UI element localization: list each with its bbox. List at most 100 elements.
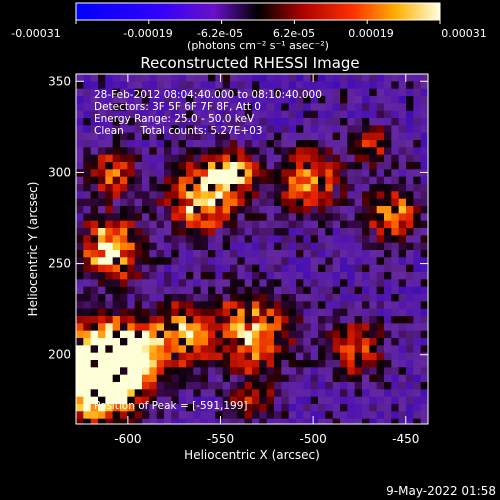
image-pixel: [244, 184, 253, 192]
image-pixel: [76, 411, 84, 420]
image-pixel: [398, 279, 407, 288]
image-pixel: [252, 367, 260, 376]
image-pixel: [134, 162, 143, 170]
image-pixel: [105, 323, 114, 332]
image-pixel: [303, 213, 312, 222]
image-pixel: [318, 345, 326, 354]
image-pixel: [384, 206, 392, 214]
image-pixel: [171, 257, 180, 266]
image-pixel: [90, 154, 99, 163]
image-pixel: [230, 140, 238, 148]
image-pixel: [340, 147, 348, 156]
image-pixel: [288, 184, 297, 192]
image-pixel: [156, 118, 165, 126]
image-pixel: [332, 264, 341, 273]
image-pixel: [149, 118, 158, 126]
image-pixel: [369, 257, 378, 266]
image-pixel: [193, 308, 202, 317]
image-pixel: [266, 404, 275, 412]
image-pixel: [413, 396, 422, 405]
image-pixel: [332, 235, 341, 244]
image-pixel: [171, 264, 180, 273]
image-pixel: [266, 169, 275, 178]
image-pixel: [244, 213, 253, 222]
image-pixel: [208, 103, 216, 112]
image-pixel: [120, 220, 128, 229]
image-pixel: [303, 235, 312, 244]
image-pixel: [156, 272, 165, 280]
image-pixel: [222, 404, 231, 412]
image-pixel: [303, 191, 312, 200]
image-pixel: [112, 235, 121, 244]
image-pixel: [369, 264, 378, 273]
image-pixel: [296, 169, 304, 178]
image-pixel: [288, 220, 297, 229]
timestamp: 9-May-2022 01:58: [386, 484, 496, 498]
image-pixel: [318, 330, 326, 339]
image-pixel: [208, 81, 216, 90]
image-pixel: [354, 294, 363, 302]
image-pixel: [230, 411, 238, 420]
image-pixel: [120, 360, 128, 368]
image-pixel: [310, 279, 319, 288]
image-pixel: [391, 279, 400, 288]
image-pixel: [222, 272, 231, 280]
image-pixel: [406, 103, 414, 112]
image-pixel: [413, 316, 422, 324]
image-pixel: [266, 74, 275, 82]
image-pixel: [391, 110, 400, 119]
image-pixel: [413, 176, 422, 185]
image-pixel: [369, 184, 378, 192]
image-pixel: [186, 176, 194, 185]
image-pixel: [98, 286, 106, 295]
image-pixel: [347, 374, 356, 383]
image-pixel: [76, 257, 84, 266]
image-pixel: [281, 250, 290, 258]
image-pixel: [90, 206, 99, 214]
image-pixel: [413, 132, 422, 141]
image-pixel: [90, 110, 99, 119]
image-pixel: [76, 396, 84, 405]
image-pixel: [156, 132, 165, 141]
image-pixel: [149, 96, 158, 104]
image-pixel: [281, 125, 290, 134]
image-pixel: [178, 396, 187, 405]
image-pixel: [376, 389, 385, 398]
image-pixel: [420, 360, 428, 368]
image-pixel: [134, 176, 143, 185]
image-pixel: [142, 257, 150, 266]
image-pixel: [296, 184, 304, 192]
image-pixel: [310, 301, 319, 310]
image-pixel: [186, 286, 194, 295]
image-pixel: [347, 301, 356, 310]
image-pixel: [310, 74, 319, 82]
image-pixel: [259, 374, 268, 383]
image-pixel: [230, 96, 238, 104]
image-pixel: [83, 374, 92, 383]
colorbar-tick-label: -0.00019: [123, 27, 172, 40]
image-pixel: [303, 198, 312, 207]
image-pixel: [318, 396, 326, 405]
image-pixel: [362, 279, 370, 288]
image-pixel: [362, 264, 370, 273]
image-pixel: [266, 272, 275, 280]
image-pixel: [112, 169, 121, 178]
image-pixel: [134, 382, 143, 390]
image-pixel: [244, 162, 253, 170]
image-pixel: [244, 176, 253, 185]
image-pixel: [215, 279, 224, 288]
image-pixel: [90, 301, 99, 310]
image-pixel: [134, 110, 143, 119]
image-pixel: [413, 198, 422, 207]
image-pixel: [112, 382, 121, 390]
image-pixel: [76, 272, 84, 280]
image-pixel: [83, 96, 92, 104]
image-pixel: [164, 74, 172, 82]
image-pixel: [391, 235, 400, 244]
image-pixel: [105, 330, 114, 339]
image-pixel: [222, 338, 231, 346]
image-pixel: [83, 250, 92, 258]
image-pixel: [369, 360, 378, 368]
image-pixel: [420, 125, 428, 134]
image-pixel: [200, 242, 209, 251]
